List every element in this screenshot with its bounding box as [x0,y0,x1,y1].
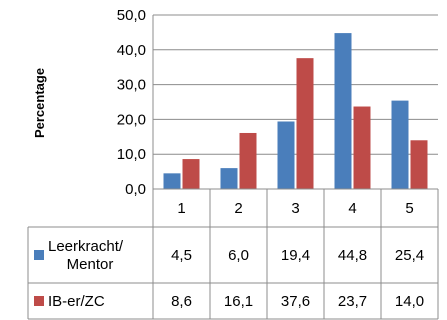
bar-series2-cat2 [239,132,257,189]
data-table-value: 16,1 [224,293,253,310]
x-category-label: 5 [405,200,413,217]
data-table-value: 4,5 [171,247,192,264]
y-tick-label: 10,0 [117,146,146,163]
y-tick-label: 20,0 [117,111,146,128]
data-table-value: 6,0 [228,247,249,264]
bar-series1-cat1 [163,173,181,189]
data-table-value: 8,6 [171,293,192,310]
bar-series1-cat4 [334,33,352,189]
bar-series1-cat2 [220,168,238,189]
data-table-value: 25,4 [395,247,424,264]
y-tick-label: 50,0 [117,7,146,24]
bar-series1-cat3 [277,121,295,189]
legend-swatch [34,250,44,260]
y-tick-label: 30,0 [117,77,146,94]
x-category-label: 4 [348,200,356,217]
data-table-value: 44,8 [338,247,367,264]
bar-series2-cat5 [410,140,428,189]
gridlines [152,14,438,190]
bar-series2-cat1 [182,159,200,189]
bar-series2-cat3 [296,58,314,189]
y-tick-label: 0,0 [125,181,146,198]
data-table-value: 14,0 [395,293,424,310]
x-category-label: 1 [177,200,185,217]
y-tick-label: 40,0 [117,42,146,59]
bar-series1-cat5 [391,100,409,189]
x-category-label: 3 [291,200,299,217]
y-axis-label: Percentage [32,68,47,138]
legend-swatch [34,296,44,306]
data-table-value: 19,4 [281,247,310,264]
bars [163,33,428,189]
data-table-value: 37,6 [281,293,310,310]
data-table-value: 23,7 [338,293,367,310]
legend-label: IB-er/ZC [48,293,105,310]
legend-label: Leerkracht/ [48,238,124,255]
bar-series2-cat4 [353,106,371,189]
data-table: 1 2 3 4 5 Leerkracht/Mentor 4,5 6,0 19,4 44,8 25,4… [27,188,439,320]
legend-label: Mentor [67,256,114,273]
y-axis-ticks: 0,0 10,0 20,0 30,0 40,0 50,0 [117,7,146,198]
x-category-label: 2 [234,200,242,217]
